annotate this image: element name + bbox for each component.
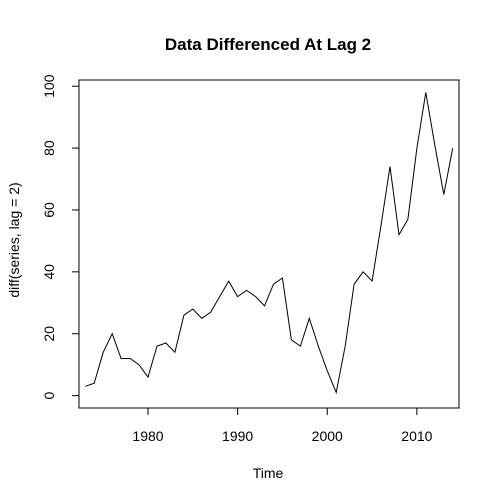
y-axis: 0 20 40 60 80 100 [41, 74, 79, 400]
x-tick-label: 2010 [401, 428, 432, 444]
series-line [85, 92, 454, 395]
y-tick-label: 60 [41, 202, 57, 218]
x-axis-label: Time [253, 465, 284, 481]
x-tick-label: 1990 [222, 428, 253, 444]
x-tick-label: 1980 [132, 428, 163, 444]
y-tick-label: 40 [41, 264, 57, 280]
plot-frame [78, 79, 460, 409]
y-tick-label: 0 [41, 392, 57, 400]
y-tick-label: 100 [41, 74, 57, 98]
y-tick-label: 80 [41, 140, 57, 156]
y-tick-label: 20 [41, 326, 57, 342]
chart-title: Data Differenced At Lag 2 [165, 35, 371, 54]
y-axis-label: diff(series, lag = 2) [6, 182, 22, 297]
x-axis: 1980 1990 2000 2010 [132, 408, 433, 444]
x-tick-label: 2000 [312, 428, 343, 444]
